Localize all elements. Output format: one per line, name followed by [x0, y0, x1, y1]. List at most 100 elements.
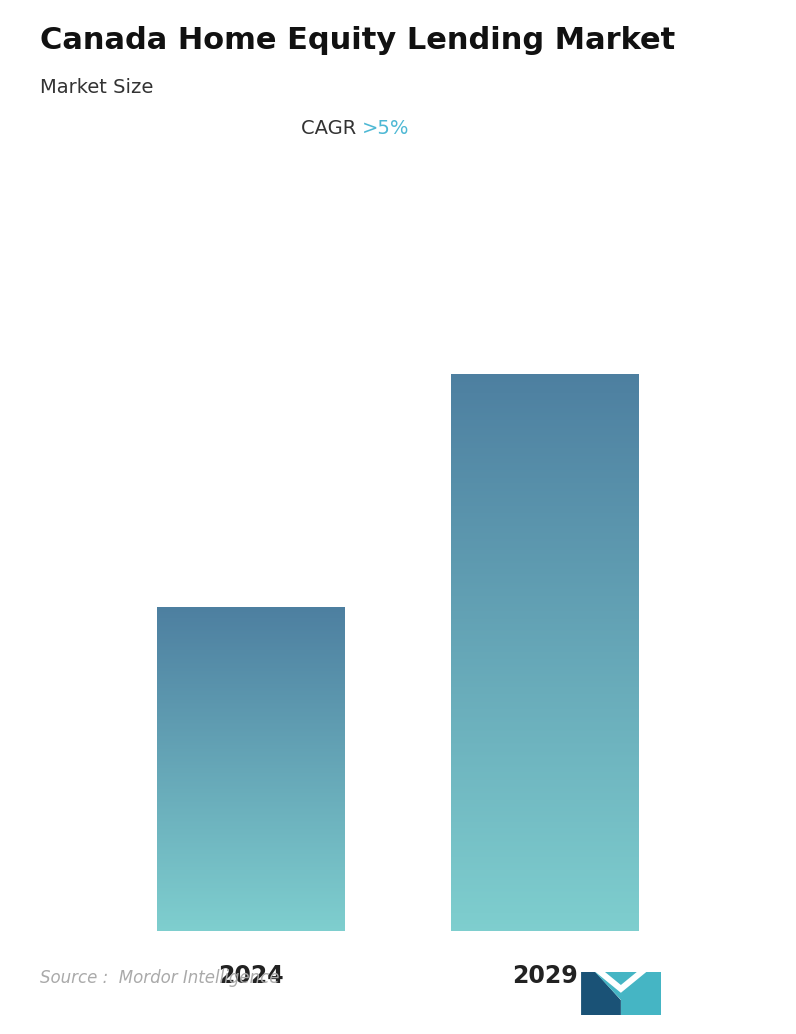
- Bar: [158, 848, 345, 850]
- Bar: [158, 713, 345, 716]
- Bar: [451, 377, 638, 381]
- Bar: [158, 687, 345, 689]
- Bar: [451, 784, 638, 786]
- Bar: [451, 400, 638, 403]
- Bar: [158, 731, 345, 733]
- Bar: [451, 859, 638, 862]
- Bar: [158, 655, 345, 657]
- Text: Canada Home Equity Lending Market: Canada Home Equity Lending Market: [40, 26, 675, 55]
- Bar: [451, 376, 638, 379]
- Bar: [451, 800, 638, 802]
- Bar: [451, 669, 638, 671]
- Bar: [451, 815, 638, 818]
- Bar: [451, 653, 638, 657]
- Bar: [451, 585, 638, 588]
- Bar: [158, 763, 345, 765]
- Bar: [451, 395, 638, 397]
- Bar: [451, 907, 638, 910]
- Bar: [158, 708, 345, 710]
- Bar: [451, 422, 638, 425]
- Bar: [158, 694, 345, 696]
- Bar: [451, 496, 638, 499]
- Bar: [158, 611, 345, 613]
- Bar: [158, 668, 345, 670]
- Bar: [158, 761, 345, 763]
- Bar: [451, 644, 638, 647]
- Bar: [158, 712, 345, 714]
- Bar: [451, 876, 638, 879]
- Bar: [451, 413, 638, 416]
- Bar: [451, 813, 638, 816]
- Bar: [158, 653, 345, 656]
- Bar: [451, 658, 638, 661]
- Bar: [451, 389, 638, 392]
- Bar: [451, 409, 638, 413]
- Bar: [158, 811, 345, 813]
- Bar: [158, 822, 345, 824]
- Bar: [451, 646, 638, 649]
- Bar: [158, 846, 345, 848]
- Bar: [158, 818, 345, 820]
- Bar: [451, 459, 638, 462]
- Bar: [451, 789, 638, 792]
- Bar: [451, 683, 638, 687]
- Bar: [158, 786, 345, 788]
- Bar: [451, 924, 638, 926]
- Bar: [158, 710, 345, 712]
- Bar: [158, 810, 345, 812]
- Bar: [158, 819, 345, 821]
- Bar: [158, 723, 345, 725]
- Bar: [451, 527, 638, 530]
- Bar: [451, 681, 638, 685]
- Bar: [451, 915, 638, 917]
- Bar: [158, 849, 345, 851]
- Bar: [451, 880, 638, 882]
- Bar: [158, 661, 345, 663]
- Bar: [158, 842, 345, 844]
- Bar: [158, 767, 345, 769]
- Bar: [158, 647, 345, 649]
- Bar: [158, 844, 345, 846]
- Bar: [158, 779, 345, 781]
- Bar: [158, 640, 345, 642]
- Bar: [451, 925, 638, 929]
- Bar: [158, 690, 345, 693]
- Bar: [158, 879, 345, 881]
- Bar: [451, 430, 638, 432]
- Bar: [158, 845, 345, 847]
- Bar: [158, 814, 345, 816]
- Bar: [158, 893, 345, 895]
- Bar: [158, 914, 345, 917]
- Bar: [451, 835, 638, 838]
- Bar: [158, 733, 345, 735]
- Bar: [158, 853, 345, 855]
- Bar: [451, 656, 638, 659]
- Bar: [158, 890, 345, 892]
- Bar: [158, 925, 345, 927]
- Bar: [158, 612, 345, 614]
- Bar: [451, 750, 638, 753]
- Bar: [451, 508, 638, 511]
- Bar: [158, 758, 345, 760]
- Bar: [158, 634, 345, 637]
- Bar: [158, 702, 345, 704]
- Bar: [451, 864, 638, 868]
- Bar: [451, 468, 638, 472]
- Bar: [451, 911, 638, 914]
- Bar: [158, 892, 345, 894]
- Bar: [451, 676, 638, 679]
- Bar: [451, 522, 638, 525]
- Bar: [158, 866, 345, 869]
- Bar: [158, 720, 345, 723]
- Bar: [451, 693, 638, 696]
- Bar: [451, 780, 638, 783]
- Bar: [451, 747, 638, 750]
- Bar: [451, 922, 638, 925]
- Bar: [158, 682, 345, 685]
- Bar: [451, 374, 638, 377]
- Bar: [451, 712, 638, 716]
- Bar: [158, 829, 345, 831]
- Bar: [158, 622, 345, 625]
- Bar: [451, 881, 638, 884]
- Bar: [158, 804, 345, 808]
